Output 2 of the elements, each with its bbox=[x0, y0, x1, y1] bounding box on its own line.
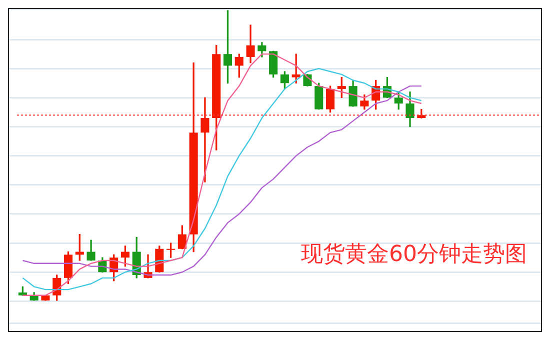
candlestick bbox=[200, 97, 210, 182]
annotation: 现货黄金60分钟走势图 bbox=[301, 241, 527, 269]
